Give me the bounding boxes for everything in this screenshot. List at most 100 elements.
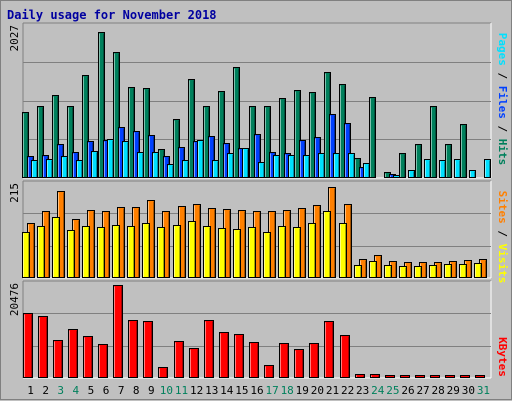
bar-visits-day-27 (414, 266, 422, 278)
bar-pages-day-14 (227, 153, 234, 178)
legend-separator: / (496, 119, 509, 139)
bar-visits (22, 232, 30, 278)
legend-pages: Pages (496, 33, 509, 66)
bar-kbytes (249, 342, 259, 378)
bar-pages-day-6 (107, 139, 114, 178)
x-tick-label: 8 (133, 384, 140, 397)
bar-kbytes (279, 343, 289, 378)
bar-visits-day-30 (459, 264, 467, 278)
bar-visits (37, 226, 45, 278)
bar-pages-day-4 (76, 160, 83, 178)
bar-kbytes (113, 285, 123, 378)
bar-pages-day-13 (212, 160, 219, 178)
bar-visits-day-24 (369, 261, 377, 278)
bar-files (344, 123, 351, 178)
x-tick-label: 5 (88, 384, 95, 397)
bar-visits-day-28 (429, 265, 437, 278)
bar-visits-day-31 (474, 263, 482, 278)
bar-visits (429, 265, 437, 278)
bar-visits-day-1 (22, 232, 30, 278)
bar-hits (369, 97, 376, 178)
bar-kbytes (475, 375, 485, 378)
bar-pages (152, 152, 159, 178)
bar-kbytes (98, 344, 108, 378)
bar-kbytes-day-31 (475, 375, 485, 378)
bar-hits-day-1 (22, 112, 29, 178)
bar-visits (142, 223, 150, 278)
bar-visits-day-22 (339, 223, 347, 278)
bar-pages-day-8 (137, 152, 144, 178)
x-tick-label: 29 (447, 384, 460, 397)
x-tick-label: 30 (462, 384, 475, 397)
bar-pages (122, 141, 129, 178)
bar-kbytes (445, 375, 455, 378)
y-axis-max-label: 20476 (8, 283, 21, 316)
bar-kbytes-day-13 (204, 320, 214, 378)
bar-visits (97, 227, 105, 278)
bar-hits (264, 106, 271, 178)
bar-visits-day-4 (67, 230, 75, 278)
bar-pages (46, 159, 53, 178)
bar-visits-day-8 (127, 226, 135, 278)
bar-visits (293, 227, 301, 278)
bar-kbytes-day-1 (23, 313, 33, 378)
bar-pages-day-30 (469, 170, 476, 178)
bar-kbytes (460, 375, 470, 378)
bar-kbytes-day-4 (68, 329, 78, 378)
bar-pages-day-22 (348, 153, 355, 178)
bar-pages (76, 160, 83, 178)
bar-visits (263, 232, 271, 278)
bar-visits (459, 264, 467, 278)
bar-visits (82, 226, 90, 278)
bar-hits-day-29 (445, 144, 452, 178)
x-tick-label: 22 (341, 384, 354, 397)
bar-visits (233, 229, 241, 278)
bar-hits (415, 144, 422, 178)
bar-visits-day-7 (112, 225, 120, 278)
bar-hits (188, 79, 195, 178)
bar-hits (399, 153, 406, 178)
bar-hits-day-28 (430, 106, 437, 178)
bar-kbytes-day-17 (264, 365, 274, 378)
bar-visits (414, 266, 422, 278)
bar-pages (258, 162, 265, 178)
bar-kbytes-day-8 (128, 320, 138, 378)
bar-kbytes-day-3 (53, 340, 63, 378)
bar-kbytes-day-22 (340, 335, 350, 378)
bar-pages-day-17 (273, 155, 280, 178)
x-tick-label: 2 (42, 384, 49, 397)
bar-kbytes-day-6 (98, 344, 108, 378)
bar-pages-day-3 (61, 156, 68, 178)
bar-kbytes-day-24 (370, 374, 380, 378)
bar-visits (474, 263, 482, 278)
bar-kbytes-day-27 (415, 375, 425, 378)
x-tick-label: 6 (103, 384, 110, 397)
x-tick-label: 12 (190, 384, 203, 397)
bar-visits-day-26 (399, 266, 407, 278)
bar-kbytes-day-2 (38, 316, 48, 378)
legend-kbytes: KBytes (496, 337, 509, 377)
bar-pages-day-23 (363, 163, 370, 178)
legend-visits: Visits (496, 244, 509, 284)
bar-pages-day-7 (122, 141, 129, 178)
bar-kbytes-day-26 (400, 375, 410, 378)
x-tick-label: 11 (175, 384, 188, 397)
bar-visits (127, 226, 135, 278)
bar-pages (212, 160, 219, 178)
bar-pages (61, 156, 68, 178)
bar-visits (384, 265, 392, 278)
x-tick-label: 26 (401, 384, 414, 397)
bar-visits (188, 221, 196, 278)
bar-kbytes-day-15 (234, 334, 244, 378)
bar-kbytes-day-28 (430, 375, 440, 378)
bar-kbytes (264, 365, 274, 378)
bar-visits (112, 225, 120, 278)
x-tick-label: 7 (118, 384, 125, 397)
bar-visits (52, 217, 60, 278)
bar-hits (22, 112, 29, 178)
bar-kbytes (68, 329, 78, 378)
bar-kbytes-day-18 (279, 343, 289, 378)
bar-kbytes (415, 375, 425, 378)
bar-pages-day-12 (197, 140, 204, 178)
